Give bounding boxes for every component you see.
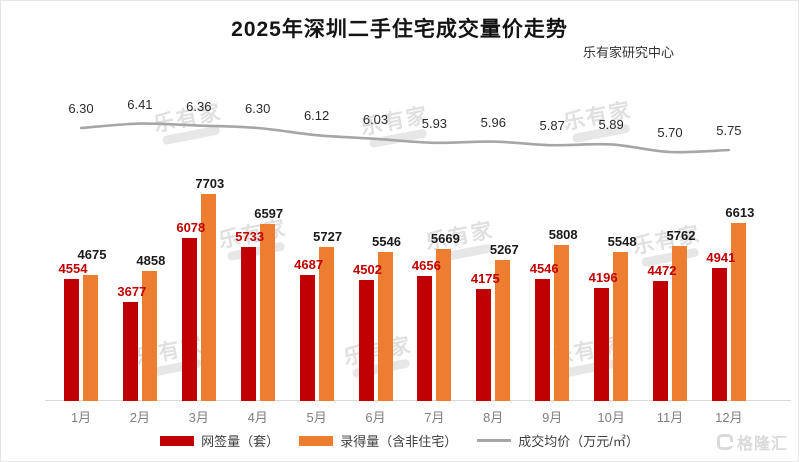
chart-title: 2025年深圳二手住宅成交量价走势 — [231, 18, 568, 41]
value-price-1月: 6.30 — [68, 101, 94, 116]
legend-label: 录得量（含非住宅） — [340, 434, 458, 449]
value-signed-3月: 6078 — [176, 219, 206, 235]
x-tick-7月: 7月 — [424, 410, 445, 425]
value-recorded-3月: 7703 — [195, 176, 225, 191]
x-tick-9月: 9月 — [542, 410, 563, 425]
value-price-2月: 6.41 — [127, 96, 153, 112]
value-price-7月: 5.93 — [421, 115, 448, 131]
x-tick-11月: 11月 — [656, 410, 684, 425]
x-tick-1月: 1月 — [70, 410, 92, 425]
value-recorded-11月: 5762 — [666, 228, 696, 244]
source-label: 乐有家研究中心 — [583, 45, 675, 60]
value-recorded-7月: 5669 — [430, 230, 460, 246]
bar-recorded-5月 — [318, 247, 334, 401]
legend-bar-swatch — [299, 435, 334, 446]
bar-signed-6月 — [358, 280, 374, 401]
x-tick-6月: 6月 — [365, 410, 386, 425]
value-signed-11月: 4472 — [647, 262, 677, 278]
bar-signed-10月 — [594, 288, 610, 401]
value-price-12月: 5.75 — [716, 123, 742, 138]
bar-recorded-7月 — [436, 248, 452, 401]
x-tick-10月: 10月 — [597, 410, 625, 425]
value-signed-5月: 4687 — [294, 257, 324, 272]
bar-signed-9月 — [535, 278, 551, 401]
bar-recorded-3月 — [200, 194, 216, 401]
value-price-3月: 6.36 — [186, 98, 212, 114]
value-signed-4月: 5733 — [235, 228, 265, 244]
bar-signed-8月 — [476, 288, 492, 401]
bar-recorded-11月 — [672, 246, 687, 401]
legend-label: 成交均价（万元/㎡） — [518, 434, 639, 449]
value-signed-10月: 4196 — [588, 270, 618, 286]
value-signed-8月: 4175 — [470, 270, 500, 286]
bar-recorded-12月 — [730, 223, 746, 401]
value-recorded-1月: 4675 — [77, 246, 107, 262]
legend-bar-swatch — [160, 435, 195, 446]
gelonghui-logo-text: 格隆汇 — [736, 436, 788, 453]
value-signed-1月: 4554 — [58, 260, 88, 276]
value-price-6月: 6.03 — [362, 111, 389, 127]
value-price-9月: 5.87 — [539, 118, 565, 134]
bar-signed-1月 — [64, 278, 79, 401]
value-signed-2月: 3677 — [117, 284, 147, 300]
legend-item-2: 成交均价（万元/㎡） — [477, 431, 639, 450]
value-signed-12月: 4941 — [706, 250, 736, 266]
bar-signed-5月 — [299, 275, 315, 401]
x-tick-8月: 8月 — [483, 410, 504, 425]
legend-line-swatch — [477, 439, 512, 442]
bar-recorded-4月 — [259, 223, 275, 401]
bar-recorded-8月 — [495, 259, 511, 401]
bar-signed-4月 — [240, 246, 256, 401]
bar-signed-7月 — [417, 275, 433, 401]
bar-signed-12月 — [711, 268, 727, 401]
value-recorded-2月: 4858 — [136, 252, 166, 268]
value-signed-6月: 4502 — [353, 262, 382, 277]
value-signed-9月: 4546 — [529, 260, 559, 276]
value-recorded-4月: 6597 — [254, 205, 284, 221]
value-price-10月: 5.89 — [598, 117, 624, 133]
bar-recorded-1月 — [83, 275, 98, 401]
value-recorded-5月: 5727 — [313, 229, 343, 245]
bar-signed-2月 — [122, 302, 138, 401]
value-recorded-10月: 5548 — [607, 233, 637, 249]
value-price-8月: 5.96 — [480, 114, 506, 130]
legend-item-0: 网签量（套） — [160, 431, 279, 450]
x-tick-5月: 5月 — [306, 410, 327, 425]
value-recorded-12月: 6613 — [725, 205, 755, 221]
price-line — [79, 122, 731, 154]
bar-signed-3月 — [181, 237, 197, 401]
legend: 网签量（套） 录得量（含非住宅） 成交均价（万元/㎡） — [1, 431, 798, 450]
value-recorded-6月: 5546 — [372, 234, 401, 249]
bar-signed-11月 — [653, 280, 668, 401]
legend-item-1: 录得量（含非住宅） — [299, 431, 457, 450]
x-tick-2月: 2月 — [129, 410, 151, 425]
gelonghui-logo: 格隆汇 — [716, 430, 788, 454]
value-price-5月: 6.12 — [303, 108, 330, 124]
value-recorded-8月: 5267 — [489, 241, 519, 257]
x-tick-3月: 3月 — [188, 410, 209, 425]
legend-label: 网签量（套） — [201, 434, 280, 449]
gelonghui-icon — [716, 434, 733, 450]
value-signed-7月: 4656 — [411, 257, 441, 273]
value-price-4月: 6.30 — [245, 101, 271, 116]
x-tick-4月: 4月 — [247, 410, 268, 425]
x-tick-12月: 12月 — [715, 410, 743, 425]
value-recorded-9月: 5808 — [548, 226, 578, 242]
value-price-11月: 5.70 — [657, 125, 683, 140]
